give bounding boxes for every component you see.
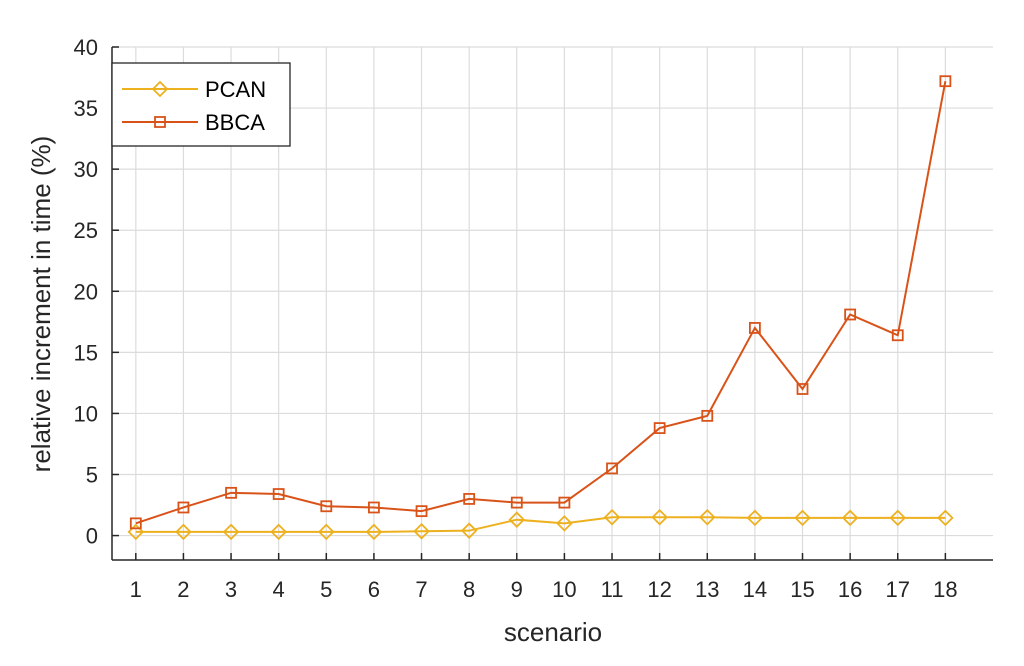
legend-item-bbca: BBCA bbox=[122, 110, 265, 135]
x-tick-label: 17 bbox=[886, 577, 910, 602]
data-point bbox=[415, 505, 428, 518]
x-tick-label: 3 bbox=[225, 577, 237, 602]
data-point bbox=[318, 523, 335, 541]
data-point bbox=[556, 515, 573, 532]
y-tick-label: 5 bbox=[86, 463, 98, 488]
x-tick-label: 11 bbox=[601, 577, 624, 602]
data-point bbox=[841, 509, 859, 527]
x-tick-label: 6 bbox=[368, 577, 380, 602]
data-point bbox=[796, 383, 809, 395]
data-point bbox=[320, 500, 333, 513]
data-point bbox=[413, 523, 430, 540]
grid-lines bbox=[112, 46, 993, 560]
legend: PCAN BBCA bbox=[111, 62, 291, 147]
data-point bbox=[746, 509, 764, 527]
data-point bbox=[368, 501, 380, 514]
data-point bbox=[701, 409, 714, 422]
data-point bbox=[272, 488, 285, 500]
data-point bbox=[510, 496, 523, 509]
x-axis-label: scenario bbox=[504, 617, 602, 647]
x-tick-label: 1 bbox=[130, 577, 142, 602]
y-tick-label: 10 bbox=[74, 401, 98, 426]
legend-label: BBCA bbox=[205, 110, 265, 135]
series-line bbox=[135, 81, 947, 525]
y-tick-label: 40 bbox=[74, 35, 98, 60]
data-point bbox=[127, 523, 145, 541]
x-tick-label: 2 bbox=[177, 577, 189, 602]
data-point bbox=[460, 522, 478, 539]
data-point bbox=[698, 508, 716, 526]
data-series bbox=[127, 75, 954, 541]
data-point bbox=[603, 508, 621, 526]
data-point bbox=[129, 517, 142, 530]
data-point bbox=[889, 509, 907, 527]
data-point bbox=[653, 422, 666, 434]
data-point bbox=[270, 523, 287, 541]
data-point bbox=[748, 322, 761, 334]
x-tick-label: 10 bbox=[552, 577, 576, 602]
data-point bbox=[651, 508, 668, 526]
x-tick-label: 15 bbox=[790, 577, 814, 602]
data-point bbox=[558, 496, 571, 509]
data-point bbox=[222, 523, 240, 541]
series-bbca bbox=[129, 75, 952, 530]
x-tick-label: 12 bbox=[647, 577, 671, 602]
y-tick-label: 30 bbox=[74, 157, 98, 182]
legend-marker bbox=[151, 80, 169, 98]
data-point bbox=[225, 486, 237, 499]
y-tick-label: 25 bbox=[74, 218, 98, 243]
data-point bbox=[937, 509, 954, 527]
data-point bbox=[794, 509, 811, 527]
x-tick-label: 18 bbox=[933, 577, 957, 602]
y-tick-label: 35 bbox=[74, 96, 98, 121]
data-point bbox=[606, 462, 618, 475]
data-point bbox=[365, 523, 383, 541]
tick-labels: 1 2 3 4 5 6 7 8 9 10 11 12 13 14 15 16 17 180510152025303… bbox=[74, 35, 958, 602]
x-tick-label: 16 bbox=[838, 577, 862, 602]
legend-label: PCAN bbox=[205, 77, 266, 102]
x-tick-label: 5 bbox=[320, 577, 332, 602]
x-tick-label: 7 bbox=[415, 577, 427, 602]
legend-marker bbox=[154, 116, 166, 128]
data-point bbox=[844, 308, 857, 321]
series-pcan bbox=[127, 508, 954, 541]
data-point bbox=[939, 75, 952, 88]
data-point bbox=[175, 523, 192, 541]
y-axis-label: relative increment in time (%) bbox=[26, 136, 56, 473]
data-point bbox=[463, 493, 476, 505]
x-tick-label: 4 bbox=[273, 577, 285, 602]
legend-item-pcan: PCAN bbox=[122, 77, 266, 102]
x-tick-label: 9 bbox=[511, 577, 523, 602]
x-tick-label: 13 bbox=[695, 577, 719, 602]
y-tick-label: 20 bbox=[74, 279, 98, 304]
series-line bbox=[135, 516, 946, 533]
data-point bbox=[177, 501, 190, 514]
y-tick-label: 15 bbox=[74, 340, 98, 365]
y-tick-label: 0 bbox=[86, 524, 98, 549]
legend-box bbox=[111, 62, 291, 147]
data-point bbox=[508, 511, 526, 528]
x-tick-label: 14 bbox=[743, 577, 767, 602]
data-point bbox=[891, 329, 904, 342]
x-tick-label: 8 bbox=[463, 577, 475, 602]
